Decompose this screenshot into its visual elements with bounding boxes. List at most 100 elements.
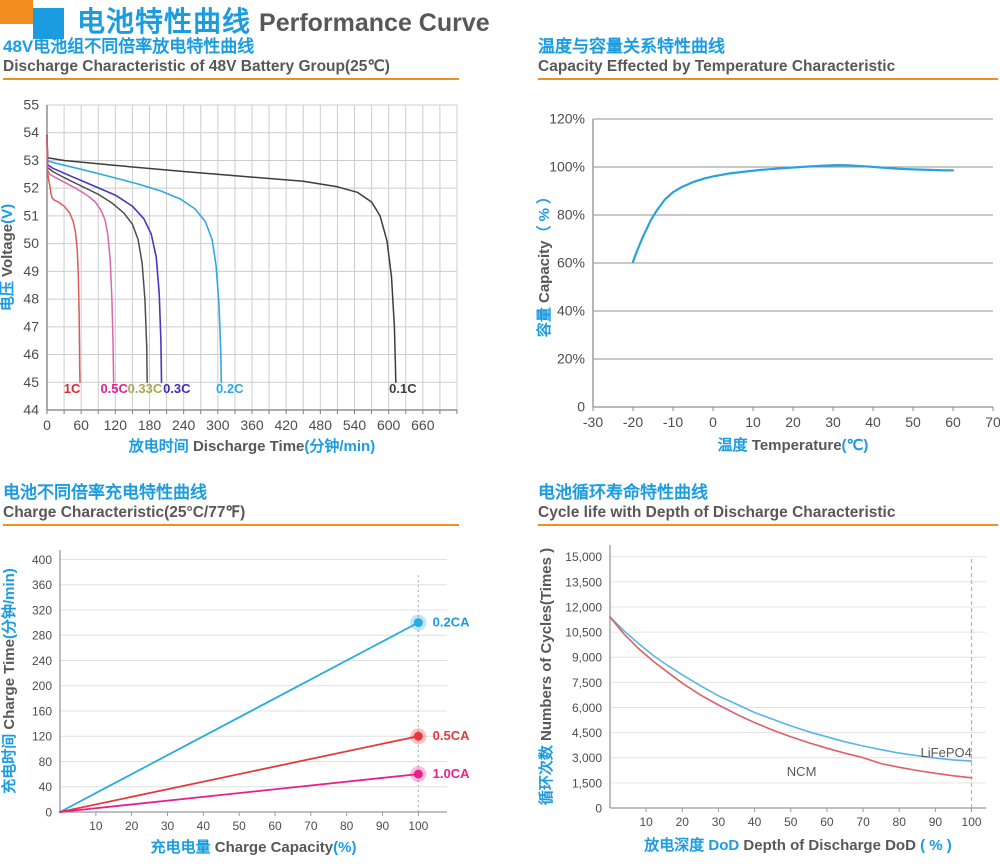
svg-text:45: 45 (23, 374, 39, 390)
svg-text:660: 660 (411, 417, 435, 433)
svg-text:0: 0 (595, 802, 602, 816)
svg-text:400: 400 (32, 553, 52, 567)
svg-text:0: 0 (43, 417, 51, 433)
svg-text:20: 20 (125, 819, 139, 833)
svg-text:0.1C: 0.1C (389, 381, 417, 396)
svg-text:44: 44 (23, 402, 39, 418)
svg-text:放电深度 DoD Depth of Discharge Do: 放电深度 DoD Depth of Discharge DoD ( % ) (643, 836, 952, 854)
svg-text:80: 80 (340, 819, 354, 833)
logo-orange-square-icon (0, 0, 33, 24)
panel-header: 电池不同倍率充电特性曲线 Charge Characteristic(25°C/… (0, 482, 500, 526)
svg-text:0.5C: 0.5C (100, 381, 128, 396)
svg-text:540: 540 (343, 417, 367, 433)
orange-divider (3, 524, 459, 526)
panel-header: 48V电池组不同倍率放电特性曲线 Discharge Characteristi… (0, 36, 500, 80)
panel-cycle-life: 电池循环寿命特性曲线 Cycle life with Depth of Disc… (535, 482, 1000, 866)
svg-text:40: 40 (865, 414, 881, 430)
svg-text:60: 60 (945, 414, 961, 430)
svg-text:80: 80 (893, 815, 907, 829)
svg-text:0.3C: 0.3C (163, 381, 191, 396)
svg-text:LiFePO4: LiFePO4 (921, 745, 972, 760)
svg-text:70: 70 (856, 815, 870, 829)
logo-blue-square-icon (33, 8, 64, 39)
svg-text:46: 46 (23, 346, 39, 362)
svg-text:100%: 100% (549, 159, 585, 175)
panel-title-en: Charge Characteristic(25°C/77℉) (3, 504, 246, 521)
svg-text:40%: 40% (557, 303, 585, 319)
svg-text:0.33C: 0.33C (128, 381, 163, 396)
svg-text:120: 120 (104, 417, 128, 433)
page-title-zh: 电池特性曲线 (77, 6, 252, 37)
svg-text:160: 160 (32, 704, 52, 718)
orange-divider (538, 78, 998, 80)
charge-rate-chart: 10 20 30 40 50 60 70 80 90 100 0 40 80 120 160 200 240 28… (0, 550, 470, 856)
svg-text:50: 50 (784, 815, 798, 829)
svg-text:50: 50 (905, 414, 921, 430)
svg-text:40: 40 (748, 815, 762, 829)
svg-text:40: 40 (39, 780, 53, 794)
discharge-rate-chart: 0 60 120 180 240 300 360 420 480 540 600 660 44 45 46 4… (0, 97, 458, 455)
svg-text:0.2CA: 0.2CA (433, 615, 470, 630)
svg-text:60: 60 (73, 417, 89, 433)
svg-text:1C: 1C (64, 381, 81, 396)
svg-text:50: 50 (232, 819, 246, 833)
svg-text:7,500: 7,500 (572, 676, 602, 690)
svg-text:放电时间 Discharge Time(分钟/min): 放电时间 Discharge Time(分钟/min) (128, 437, 375, 455)
svg-text:20%: 20% (557, 351, 585, 367)
orange-divider (538, 524, 998, 526)
svg-text:0: 0 (577, 399, 585, 415)
svg-text:12,000: 12,000 (565, 600, 602, 614)
panel-title-zh: 48V电池组不同倍率放电特性曲线 (3, 37, 255, 56)
panel-title-en: Capacity Effected by Temperature Charact… (538, 58, 896, 75)
svg-text:13,500: 13,500 (565, 575, 602, 589)
svg-text:60: 60 (268, 819, 282, 833)
svg-text:9,000: 9,000 (572, 651, 602, 665)
cycle-life-chart: 10 20 30 40 50 60 70 80 90 100 0 1,500 3,000 4,500 6,0… (537, 545, 986, 854)
orange-divider (3, 78, 459, 80)
svg-text:-10: -10 (663, 414, 683, 430)
svg-text:80: 80 (39, 755, 53, 769)
svg-text:53: 53 (23, 152, 39, 168)
svg-text:60: 60 (820, 815, 834, 829)
svg-text:0.2C: 0.2C (216, 381, 244, 396)
svg-text:容量 Capacity（ % ）: 容量 Capacity（ % ） (535, 189, 553, 338)
panel-title-zh: 电池循环寿命特性曲线 (538, 483, 708, 502)
svg-text:240: 240 (172, 417, 196, 433)
svg-text:6,000: 6,000 (572, 701, 602, 715)
svg-text:100: 100 (408, 819, 428, 833)
panel-title-zh: 电池不同倍率充电特性曲线 (3, 483, 207, 502)
svg-text:-30: -30 (583, 414, 603, 430)
svg-text:NCM: NCM (787, 764, 817, 779)
svg-text:-20: -20 (623, 414, 643, 430)
svg-text:90: 90 (929, 815, 943, 829)
svg-text:70: 70 (985, 414, 1000, 430)
svg-text:温度 Temperature(℃): 温度 Temperature(℃) (718, 436, 869, 454)
svg-text:30: 30 (712, 815, 726, 829)
svg-text:360: 360 (32, 578, 52, 592)
page-title-en: Performance Curve (259, 9, 490, 37)
svg-text:10,500: 10,500 (565, 626, 602, 640)
svg-text:120: 120 (32, 730, 52, 744)
svg-text:200: 200 (32, 679, 52, 693)
svg-text:0: 0 (45, 806, 52, 820)
panel-title-zh: 温度与容量关系特性曲线 (538, 37, 725, 56)
svg-text:480: 480 (309, 417, 333, 433)
svg-text:90: 90 (376, 819, 390, 833)
svg-text:320: 320 (32, 603, 52, 617)
svg-text:120%: 120% (549, 111, 585, 127)
svg-text:0.5CA: 0.5CA (433, 728, 470, 743)
svg-text:52: 52 (23, 180, 39, 196)
svg-text:循环次数 Numbers of Cycles(Times ): 循环次数 Numbers of Cycles(Times ) (537, 548, 555, 805)
svg-text:充电电量 Charge Capacity(%): 充电电量 Charge Capacity(%) (151, 838, 357, 856)
svg-text:40: 40 (197, 819, 211, 833)
svg-text:3,000: 3,000 (572, 751, 602, 765)
svg-text:20: 20 (676, 815, 690, 829)
svg-text:54: 54 (23, 124, 39, 140)
svg-text:600: 600 (377, 417, 401, 433)
svg-text:49: 49 (23, 263, 39, 279)
svg-text:60%: 60% (557, 255, 585, 271)
panel-charge-characteristic: 电池不同倍率充电特性曲线 Charge Characteristic(25°C/… (0, 482, 500, 866)
panel-title-en: Cycle life with Depth of Discharge Chara… (538, 504, 896, 521)
svg-text:30: 30 (825, 414, 841, 430)
